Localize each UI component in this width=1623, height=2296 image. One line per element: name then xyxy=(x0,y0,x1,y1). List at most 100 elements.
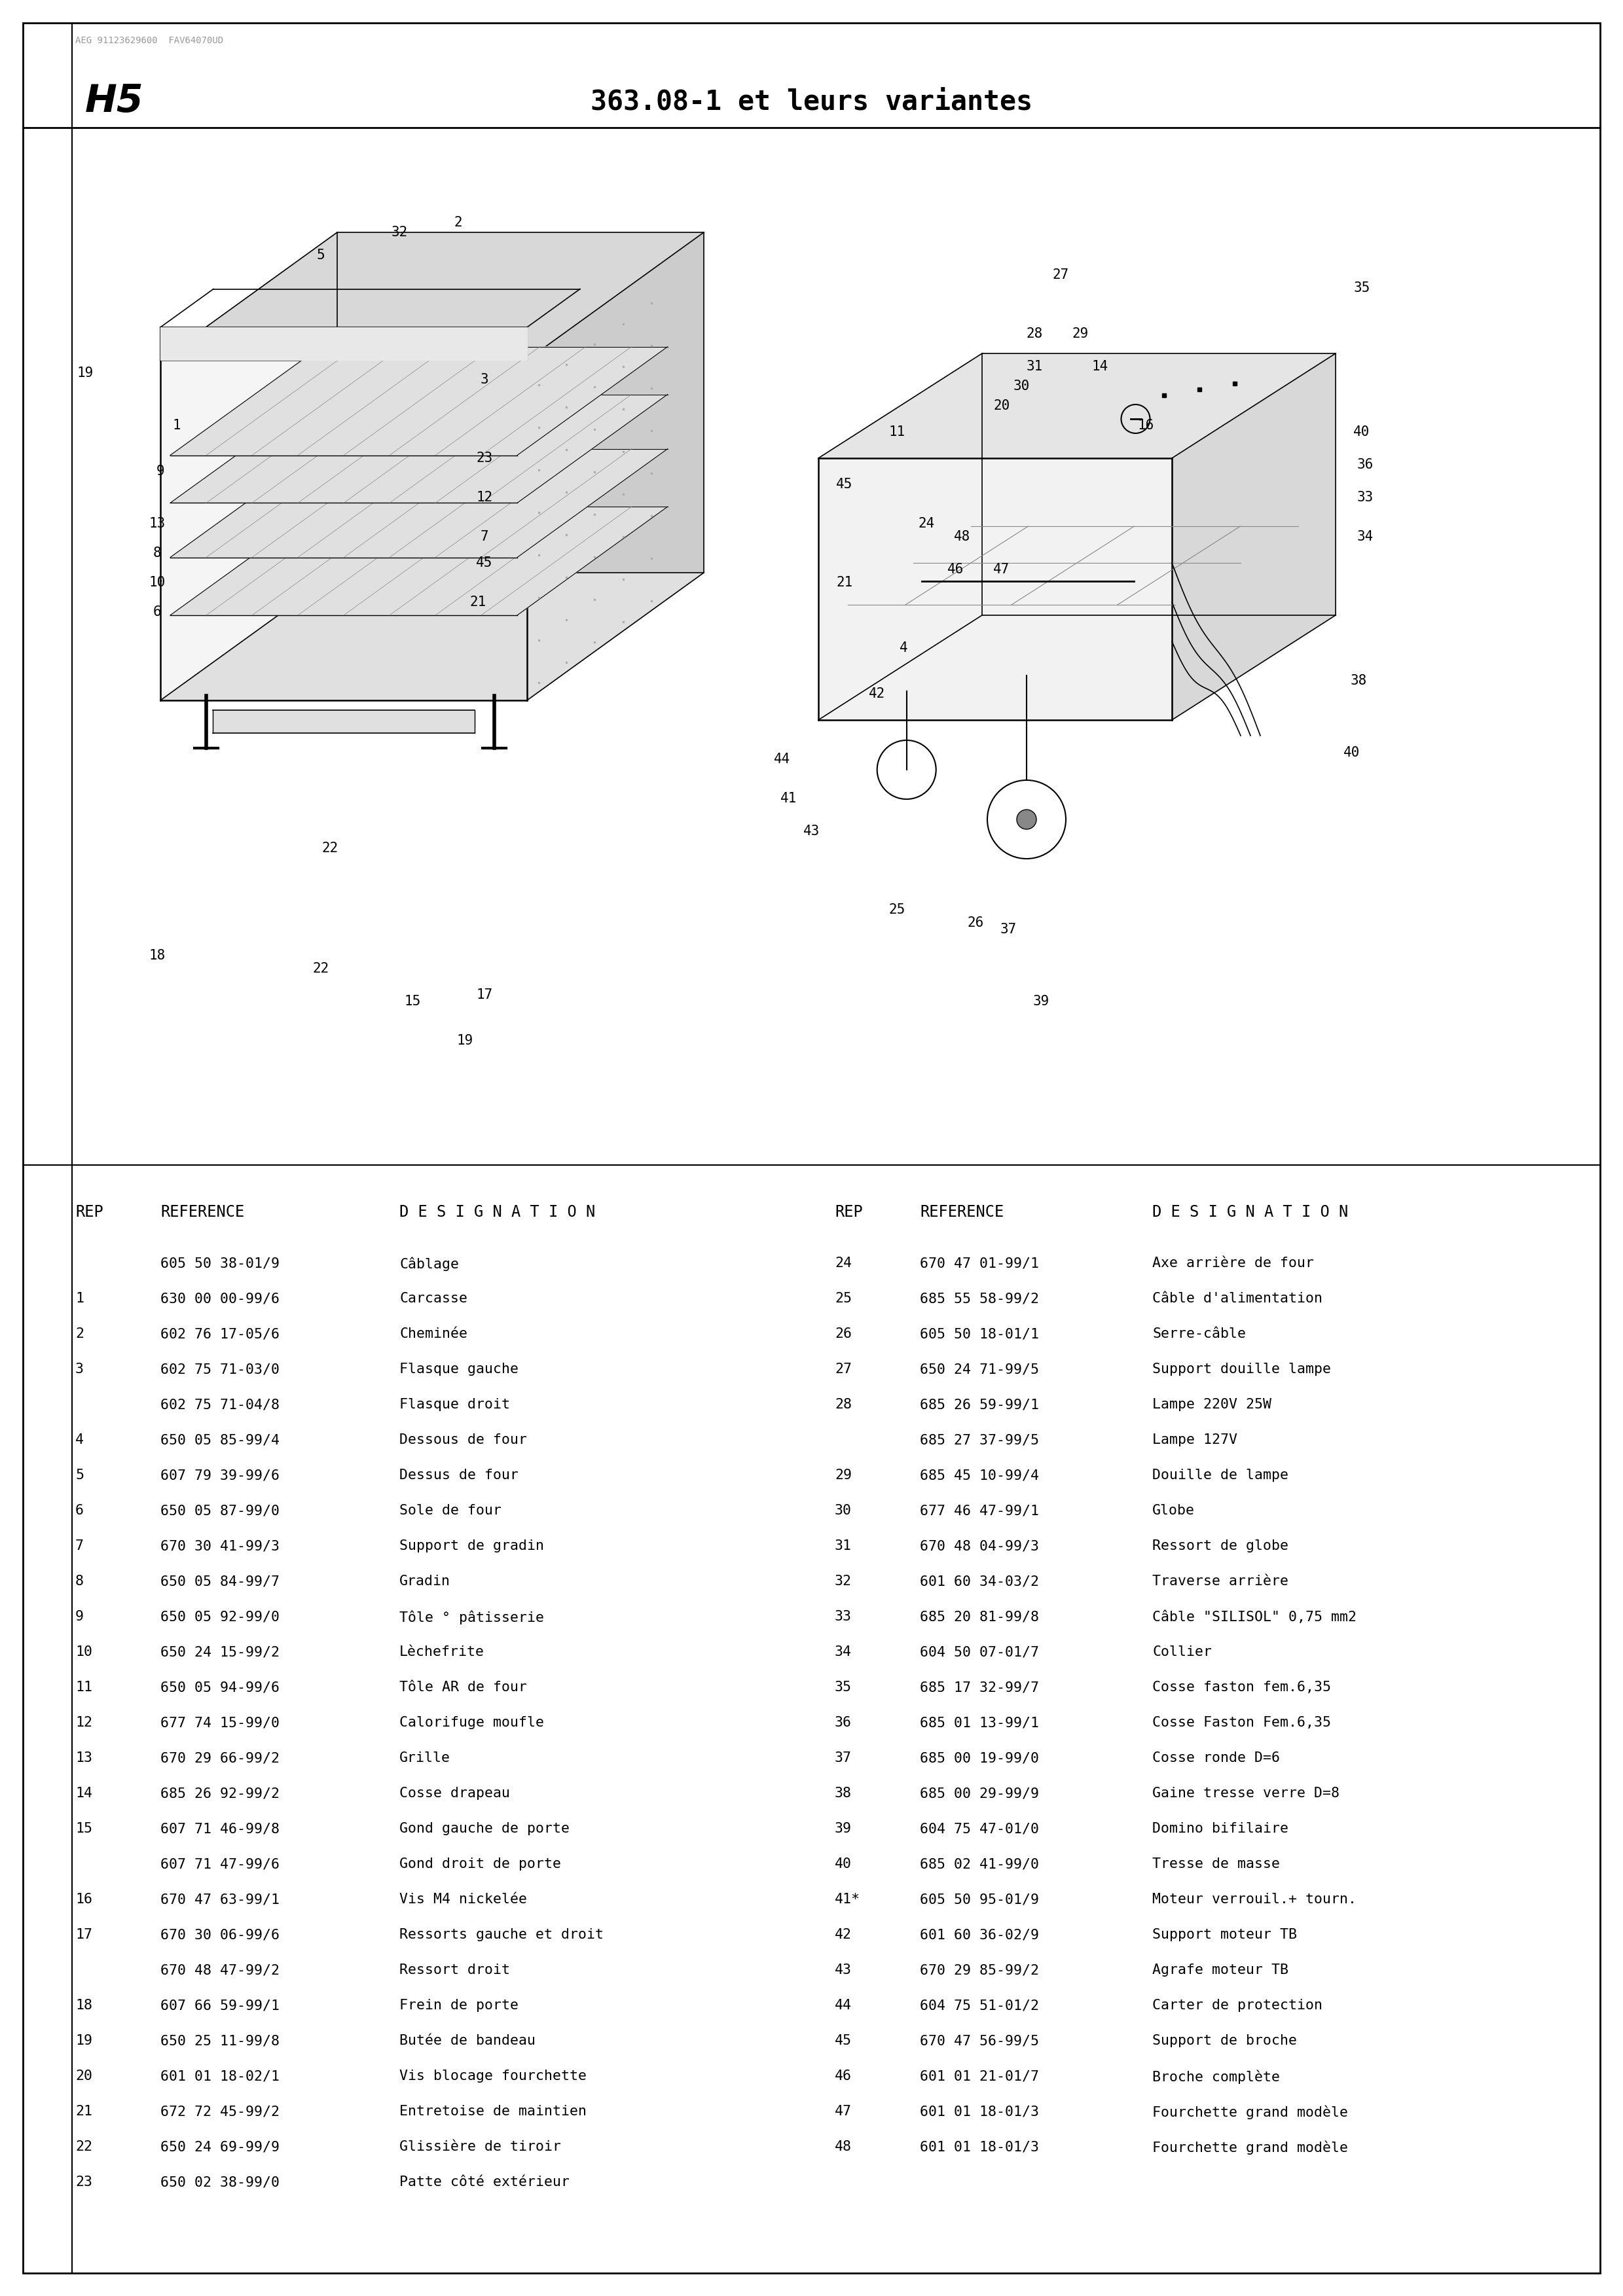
Text: Cosse ronde D=6: Cosse ronde D=6 xyxy=(1152,1752,1281,1766)
Text: 685 26 92-99/2: 685 26 92-99/2 xyxy=(161,1786,279,1800)
Text: 3: 3 xyxy=(75,1364,84,1375)
Text: 39: 39 xyxy=(1032,994,1048,1008)
Text: 14: 14 xyxy=(1092,360,1109,372)
Text: 8: 8 xyxy=(153,546,161,560)
Text: Moteur verrouil.+ tourn.: Moteur verrouil.+ tourn. xyxy=(1152,1892,1357,1906)
Text: 650 05 92-99/0: 650 05 92-99/0 xyxy=(161,1609,279,1623)
Text: Cheminée: Cheminée xyxy=(399,1327,467,1341)
Text: 10: 10 xyxy=(75,1646,93,1658)
Text: 363.08-1 et leurs variantes: 363.08-1 et leurs variantes xyxy=(591,87,1032,115)
Text: 40: 40 xyxy=(1354,425,1370,439)
Text: Lampe 127V: Lampe 127V xyxy=(1152,1433,1237,1446)
Text: 602 75 71-04/8: 602 75 71-04/8 xyxy=(161,1398,279,1412)
Text: D E S I G N A T I O N: D E S I G N A T I O N xyxy=(1152,1205,1349,1219)
Text: 23: 23 xyxy=(476,452,493,464)
Polygon shape xyxy=(161,572,704,700)
Text: 21: 21 xyxy=(469,595,487,608)
Polygon shape xyxy=(170,507,667,615)
Text: Lèchefrite: Lèchefrite xyxy=(399,1646,485,1658)
Text: Cosse Faston Fem.6,35: Cosse Faston Fem.6,35 xyxy=(1152,1715,1331,1729)
Text: Gond droit de porte: Gond droit de porte xyxy=(399,1857,562,1871)
Text: 6: 6 xyxy=(153,606,161,618)
Text: Vis M4 nickelée: Vis M4 nickelée xyxy=(399,1892,527,1906)
Text: 46: 46 xyxy=(834,2069,852,2082)
Text: Grille: Grille xyxy=(399,1752,451,1766)
Text: Ressorts gauche et droit: Ressorts gauche et droit xyxy=(399,1929,604,1940)
Text: 601 60 36-02/9: 601 60 36-02/9 xyxy=(920,1929,1039,1940)
Text: 2: 2 xyxy=(75,1327,84,1341)
Text: 7: 7 xyxy=(480,530,489,544)
Text: 605 50 95-01/9: 605 50 95-01/9 xyxy=(920,1892,1039,1906)
Text: Flasque droit: Flasque droit xyxy=(399,1398,510,1412)
Text: Carcasse: Carcasse xyxy=(399,1293,467,1304)
Text: 37: 37 xyxy=(1000,923,1016,937)
Text: 27: 27 xyxy=(1052,269,1070,282)
Text: 5: 5 xyxy=(316,248,325,262)
Text: 670 48 47-99/2: 670 48 47-99/2 xyxy=(161,1963,279,1977)
Text: 601 01 18-02/1: 601 01 18-02/1 xyxy=(161,2069,279,2082)
Text: REFERENCE: REFERENCE xyxy=(920,1205,1003,1219)
Text: 685 45 10-99/4: 685 45 10-99/4 xyxy=(920,1469,1039,1481)
Text: 650 25 11-99/8: 650 25 11-99/8 xyxy=(161,2034,279,2048)
Text: 13: 13 xyxy=(149,517,166,530)
Text: Carter de protection: Carter de protection xyxy=(1152,2000,1323,2011)
Text: 15: 15 xyxy=(75,1823,93,1835)
Text: 604 75 51-01/2: 604 75 51-01/2 xyxy=(920,2000,1039,2011)
Text: 45: 45 xyxy=(834,2034,852,2048)
Text: Câblage: Câblage xyxy=(399,1256,459,1270)
Polygon shape xyxy=(213,709,474,732)
Text: 33: 33 xyxy=(1357,491,1373,503)
Text: 35: 35 xyxy=(1354,282,1370,294)
Text: 12: 12 xyxy=(476,491,493,503)
Text: 685 27 37-99/5: 685 27 37-99/5 xyxy=(920,1433,1039,1446)
Text: 33: 33 xyxy=(834,1609,852,1623)
Text: 26: 26 xyxy=(834,1327,852,1341)
Text: Support douille lampe: Support douille lampe xyxy=(1152,1364,1331,1375)
Text: D E S I G N A T I O N: D E S I G N A T I O N xyxy=(399,1205,596,1219)
Text: 3: 3 xyxy=(480,372,489,386)
Text: 25: 25 xyxy=(889,902,906,916)
Text: 650 24 69-99/9: 650 24 69-99/9 xyxy=(161,2140,279,2154)
Text: Cosse drapeau: Cosse drapeau xyxy=(399,1786,510,1800)
Text: 601 01 18-01/3: 601 01 18-01/3 xyxy=(920,2105,1039,2117)
Text: Support moteur TB: Support moteur TB xyxy=(1152,1929,1297,1940)
Text: 602 76 17-05/6: 602 76 17-05/6 xyxy=(161,1327,279,1341)
Text: Flasque gauche: Flasque gauche xyxy=(399,1364,518,1375)
Text: 685 26 59-99/1: 685 26 59-99/1 xyxy=(920,1398,1039,1412)
Text: 601 01 18-01/3: 601 01 18-01/3 xyxy=(920,2140,1039,2154)
Text: 605 50 18-01/1: 605 50 18-01/1 xyxy=(920,1327,1039,1341)
Text: 650 02 38-99/0: 650 02 38-99/0 xyxy=(161,2177,279,2188)
Text: 2: 2 xyxy=(454,216,463,230)
Polygon shape xyxy=(1172,354,1336,721)
Text: 6: 6 xyxy=(75,1504,84,1518)
Polygon shape xyxy=(161,328,527,360)
Text: 604 50 07-01/7: 604 50 07-01/7 xyxy=(920,1646,1039,1658)
Text: 28: 28 xyxy=(1026,328,1042,340)
Polygon shape xyxy=(161,232,338,700)
Text: 48: 48 xyxy=(834,2140,852,2154)
Text: 18: 18 xyxy=(149,948,166,962)
Text: 685 55 58-99/2: 685 55 58-99/2 xyxy=(920,1293,1039,1304)
Text: Câble d'alimentation: Câble d'alimentation xyxy=(1152,1293,1323,1304)
Text: 17: 17 xyxy=(476,987,493,1001)
Text: 650 05 94-99/6: 650 05 94-99/6 xyxy=(161,1681,279,1694)
Text: Globe: Globe xyxy=(1152,1504,1195,1518)
Text: 607 79 39-99/6: 607 79 39-99/6 xyxy=(161,1469,279,1481)
Text: 607 71 46-99/8: 607 71 46-99/8 xyxy=(161,1823,279,1835)
Text: 24: 24 xyxy=(834,1256,852,1270)
Text: 35: 35 xyxy=(834,1681,852,1694)
Text: 11: 11 xyxy=(889,425,906,439)
Text: Traverse arrière: Traverse arrière xyxy=(1152,1575,1289,1589)
Text: 43: 43 xyxy=(803,824,820,838)
Text: Axe arrière de four: Axe arrière de four xyxy=(1152,1256,1315,1270)
Text: REP: REP xyxy=(75,1205,104,1219)
Text: Patte côté extérieur: Patte côté extérieur xyxy=(399,2177,570,2188)
Text: 22: 22 xyxy=(313,962,329,976)
Text: 37: 37 xyxy=(834,1752,852,1766)
Text: 685 00 29-99/9: 685 00 29-99/9 xyxy=(920,1786,1039,1800)
Text: Frein de porte: Frein de porte xyxy=(399,2000,518,2011)
Text: 20: 20 xyxy=(993,400,1010,413)
Text: 39: 39 xyxy=(834,1823,852,1835)
Text: 670 30 41-99/3: 670 30 41-99/3 xyxy=(161,1538,279,1552)
Text: 607 71 47-99/6: 607 71 47-99/6 xyxy=(161,1857,279,1871)
